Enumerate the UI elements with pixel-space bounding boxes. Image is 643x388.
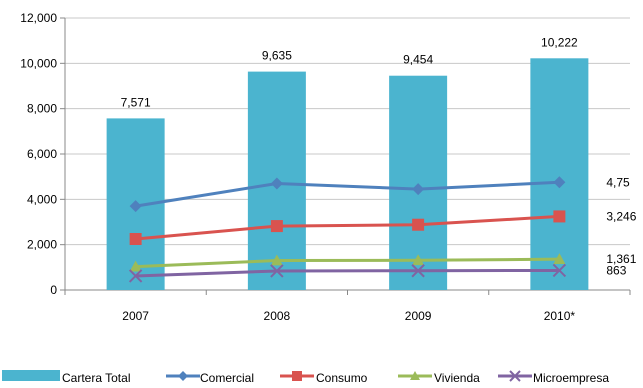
x-tick-label: 2010* xyxy=(544,309,576,323)
line-point xyxy=(128,269,143,283)
bar xyxy=(389,75,448,290)
bar-value-label: 10,222 xyxy=(541,35,578,49)
line-point xyxy=(553,253,566,264)
bars xyxy=(106,58,589,291)
line-point xyxy=(129,260,142,272)
line-point xyxy=(411,264,425,278)
line-point xyxy=(129,200,142,213)
line-point xyxy=(412,183,425,196)
legend-label: Cartera Total xyxy=(62,371,130,385)
legend-marker xyxy=(410,371,420,380)
legend-marker xyxy=(178,371,188,381)
bar xyxy=(530,58,589,291)
series-line xyxy=(135,268,560,278)
series-end-label: 863 xyxy=(606,263,626,277)
y-tick-label: 6,000 xyxy=(27,147,57,161)
y-tick-label: 10,000 xyxy=(20,56,57,70)
line-point xyxy=(553,176,566,189)
lines xyxy=(128,176,567,283)
legend-marker xyxy=(292,371,302,381)
y-tick-label: 8,000 xyxy=(27,102,57,116)
x-tick-label: 2007 xyxy=(122,309,149,323)
legend: Cartera Total Comercial Consumo Vivienda Mic… xyxy=(2,370,609,385)
series-end-label: 4,75 xyxy=(606,175,630,189)
series-end-label: 3,246 xyxy=(606,209,636,223)
line-point xyxy=(270,220,283,233)
line-point xyxy=(270,264,284,278)
line-point xyxy=(129,233,142,245)
bar-value-label: 9,635 xyxy=(262,49,292,63)
series-line xyxy=(135,180,560,208)
series-line xyxy=(135,257,560,269)
legend-swatch xyxy=(2,370,60,381)
series-end-label: 1,361 xyxy=(606,252,636,266)
line-point xyxy=(553,210,566,223)
line-point xyxy=(412,218,425,231)
series-line xyxy=(135,214,560,241)
y-tick-label: 4,000 xyxy=(27,192,57,206)
x-tick-label: 2009 xyxy=(405,309,432,323)
line-point xyxy=(412,254,425,266)
line-point xyxy=(270,177,283,190)
y-tick-label: 2,000 xyxy=(27,238,57,252)
legend-label: Vivienda xyxy=(434,371,480,385)
legend-label: Consumo xyxy=(316,371,368,385)
bar-value-label: 9,454 xyxy=(403,53,433,67)
line-point xyxy=(270,254,283,266)
line-point xyxy=(552,263,567,278)
bar-value-label: 7,571 xyxy=(121,95,151,109)
legend-label: Microempresa xyxy=(533,371,609,385)
legend-label: Comercial xyxy=(200,371,254,385)
legend-marker xyxy=(509,370,521,382)
y-tick-label: 12,000 xyxy=(20,11,57,25)
y-tick-label: 0 xyxy=(50,283,57,297)
x-tick-label: 2008 xyxy=(264,309,291,323)
